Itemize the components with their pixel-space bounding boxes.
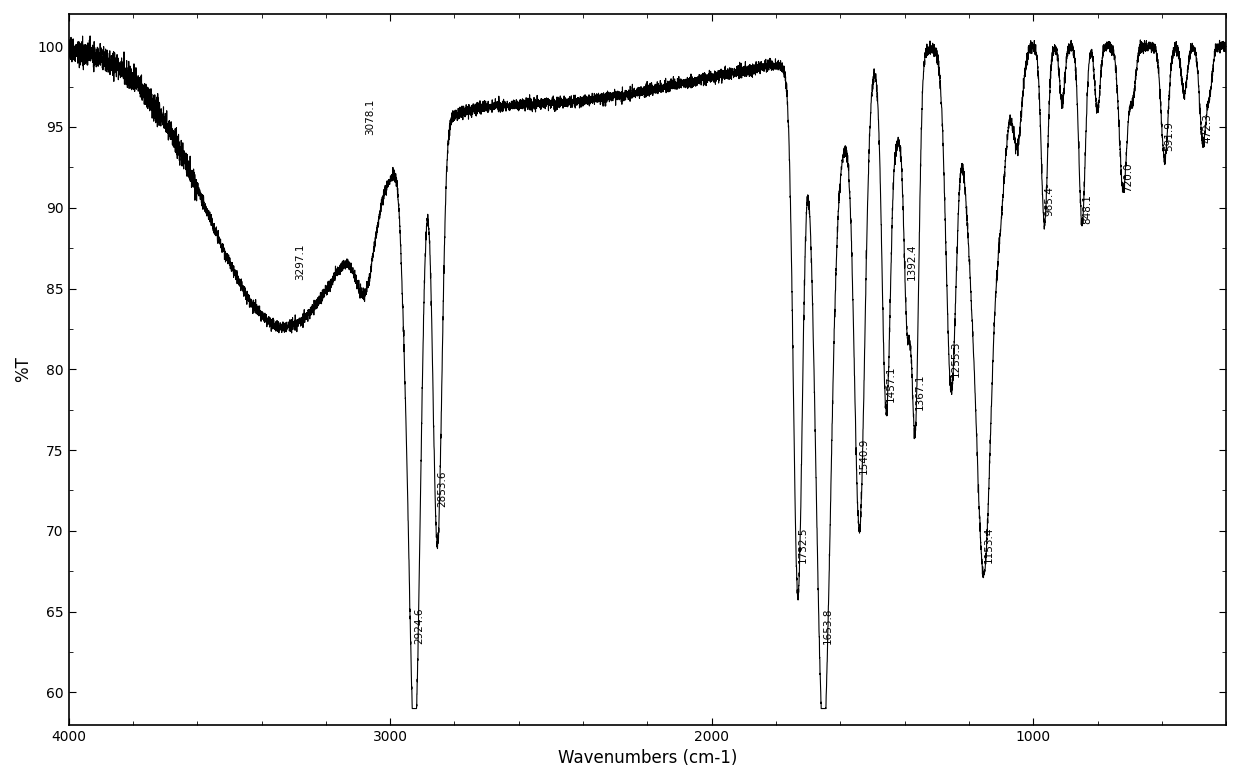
Text: 2924.6: 2924.6 — [414, 608, 424, 644]
Text: 1392.4: 1392.4 — [906, 244, 918, 280]
Text: 472.3: 472.3 — [1203, 113, 1213, 143]
Text: 1367.1: 1367.1 — [915, 373, 925, 410]
Text: 3297.1: 3297.1 — [295, 244, 305, 280]
X-axis label: Wavenumbers (cm-1): Wavenumbers (cm-1) — [558, 749, 737, 767]
Text: 2853.6: 2853.6 — [438, 470, 448, 507]
Text: 3078.1: 3078.1 — [365, 98, 374, 135]
Text: 1732.5: 1732.5 — [797, 526, 807, 563]
Text: 1255.3: 1255.3 — [951, 341, 961, 377]
Text: 1653.8: 1653.8 — [823, 608, 833, 644]
Text: 591.9: 591.9 — [1164, 121, 1174, 152]
Text: 1540.9: 1540.9 — [859, 438, 869, 474]
Text: 1457.1: 1457.1 — [887, 365, 897, 401]
Text: 965.4: 965.4 — [1044, 186, 1054, 216]
Text: 1153.4: 1153.4 — [983, 526, 994, 563]
Text: 848.1: 848.1 — [1083, 194, 1092, 224]
Y-axis label: %T: %T — [14, 356, 32, 382]
Text: 720.0: 720.0 — [1123, 162, 1133, 191]
